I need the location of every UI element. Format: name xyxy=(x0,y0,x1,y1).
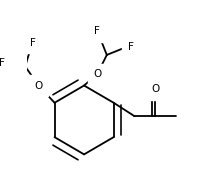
Text: O: O xyxy=(93,69,101,79)
Text: O: O xyxy=(151,84,159,94)
Text: F: F xyxy=(94,26,100,36)
Text: F: F xyxy=(0,58,5,68)
Text: F: F xyxy=(30,37,36,48)
Text: F: F xyxy=(128,42,133,52)
Text: O: O xyxy=(34,81,43,91)
